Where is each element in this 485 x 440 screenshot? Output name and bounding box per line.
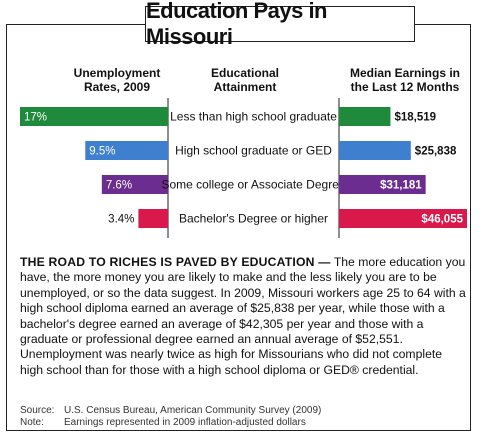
unemployment-header-line-2: Rates, 2009	[83, 80, 151, 94]
attainment-header: Educational Attainment	[190, 66, 300, 94]
unemployment-header: Unemployment Rates, 2009	[52, 66, 182, 94]
attainment-header-line-2: Attainment	[213, 80, 277, 94]
earnings-bar	[339, 141, 411, 160]
source-label: Source:	[20, 405, 55, 416]
note-text: Earnings represented in 2009 inflation-a…	[64, 417, 306, 428]
earnings-header: Median Earnings in the Last 12 Months	[340, 66, 470, 94]
earnings-bar	[339, 175, 426, 194]
category-label: Bachelor's Degree or higher	[179, 212, 328, 226]
note-label: Note:	[20, 417, 44, 428]
chart-svg: 17% Less than high school graduate $18,519…	[20, 98, 467, 238]
description-paragraph: THE ROAD TO RICHES IS PAVED BY EDUCATION…	[20, 255, 468, 378]
source-line: Source: U.S. Census Bureau, American Comm…	[20, 405, 321, 417]
unemployment-bar	[101, 175, 168, 194]
paragraph-body: The more education you have, the more mo…	[20, 255, 466, 377]
category-label: High school graduate or GED	[175, 144, 332, 158]
earnings-value-label: $25,838	[415, 146, 457, 158]
category-label: Some college or Associate Degree	[161, 178, 345, 192]
note-line: Note: Earnings represented in 2009 inflat…	[20, 417, 321, 429]
attainment-header-line-1: Educational	[210, 66, 279, 80]
unemployment-bar	[85, 141, 168, 160]
category-label: Less than high school graduate	[170, 110, 337, 124]
earnings-header-line-2: the Last 12 Months	[350, 80, 460, 94]
unemployment-value-label: 7.6%	[106, 180, 132, 192]
unemployment-bar	[20, 107, 168, 126]
unemployment-value-label: 17%	[24, 112, 47, 124]
earnings-bar	[339, 209, 467, 228]
paragraph-lead: THE ROAD TO RICHES IS PAVED BY EDUCATION…	[20, 255, 331, 269]
earnings-bar	[339, 107, 391, 126]
earnings-header-line-1: Median Earnings in	[349, 66, 460, 80]
unemployment-bar	[138, 209, 168, 228]
earnings-value-label: $46,055	[421, 214, 463, 226]
unemployment-header-line-1: Unemployment	[73, 66, 161, 80]
unemployment-value-label: 3.4%	[108, 214, 134, 226]
source-text: U.S. Census Bureau, American Community S…	[64, 405, 322, 416]
unemployment-value-label: 9.5%	[89, 146, 115, 158]
footnotes: Source: U.S. Census Bureau, American Comm…	[20, 405, 321, 429]
earnings-value-label: $18,519	[394, 112, 436, 124]
earnings-value-label: $31,181	[380, 180, 422, 192]
